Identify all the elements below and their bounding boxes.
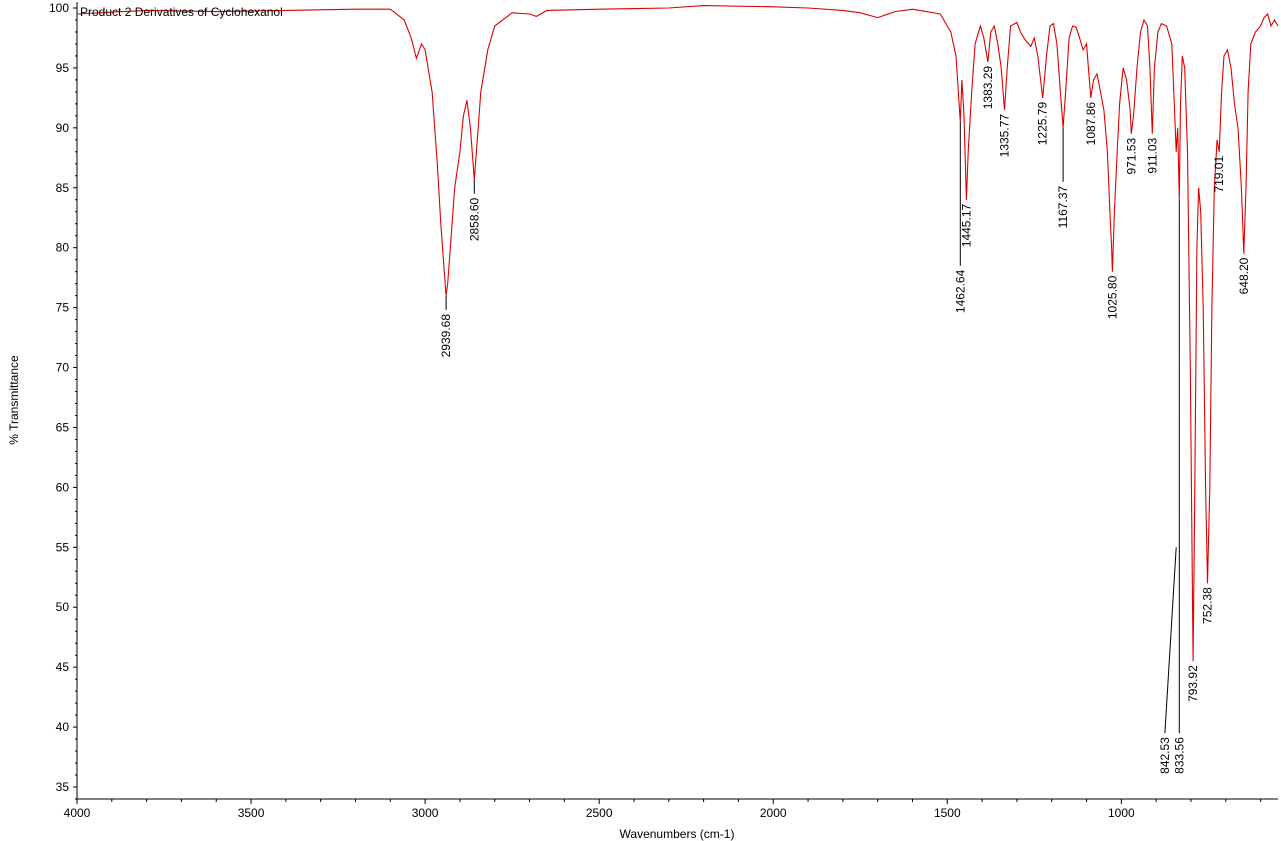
y-tick-label: 35 (56, 780, 70, 794)
peak-label: 1167.37 (1056, 186, 1070, 229)
y-tick-label: 55 (56, 540, 70, 554)
peak-label: 971.53 (1124, 138, 1138, 175)
peak-label: 2939.68 (439, 314, 453, 358)
peak-label: 752.38 (1200, 587, 1214, 624)
peak-label: 833.56 (1172, 737, 1186, 774)
y-tick-label: 85 (56, 181, 70, 195)
y-tick-label: 45 (56, 660, 70, 674)
peak-leader-line (1164, 547, 1177, 734)
peak-label: 719.01 (1212, 156, 1226, 193)
x-tick-label: 3000 (412, 806, 439, 820)
peak-label: 1225.79 (1036, 102, 1050, 146)
y-tick-label: 40 (56, 720, 70, 734)
y-tick-label: 75 (56, 301, 70, 315)
peak-label: 793.92 (1186, 665, 1200, 702)
ticks-group: 35 40 45 50 55 60 65 70 75 80 85 90 95 100 4000 3500 300… (49, 1, 1262, 820)
peak-label: 1462.64 (953, 269, 967, 313)
peak-label: 1445.17 (959, 204, 973, 248)
x-tick-label: 1500 (934, 806, 961, 820)
peak-label: 1335.77 (997, 114, 1011, 158)
x-tick-label: 2500 (586, 806, 613, 820)
y-axis-title: % Transmittance (7, 355, 21, 445)
x-tick-label: 1000 (1108, 806, 1135, 820)
y-tick-label: 70 (56, 361, 70, 375)
spectrum-line (76, 5, 1279, 662)
x-tick-label: 2000 (760, 806, 787, 820)
y-tick-label: 90 (56, 121, 70, 135)
peak-labels-group: 2939.68 2858.60 1462.64 1445.17 1383.291335.… (439, 66, 1251, 774)
y-tick-label: 95 (56, 61, 70, 75)
peak-label: 911.03 (1145, 137, 1159, 173)
axes-group (76, 2, 1278, 800)
y-tick-label: 80 (56, 241, 70, 255)
spectrum-group (76, 5, 1279, 662)
x-tick-label: 3500 (238, 806, 265, 820)
y-tick-label: 60 (56, 480, 70, 494)
peak-label: 648.20 (1237, 257, 1251, 294)
peak-label: 1087.86 (1084, 102, 1098, 146)
y-tick-label: 65 (56, 420, 70, 434)
y-tick-label: 50 (56, 600, 70, 614)
x-tick-label: 4000 (64, 806, 91, 820)
peak-label: 1383.29 (981, 66, 995, 110)
spectrum-title: Product 2 Derivatives of Cyclohexanol (80, 5, 283, 19)
peak-label: 2858.60 (467, 197, 481, 241)
x-axis-title: Wavenumbers (cm-1) (620, 827, 735, 841)
y-tick-label: 100 (49, 1, 69, 15)
peak-label: 1025.80 (1105, 275, 1119, 319)
peak-label: 842.53 (1158, 737, 1172, 774)
